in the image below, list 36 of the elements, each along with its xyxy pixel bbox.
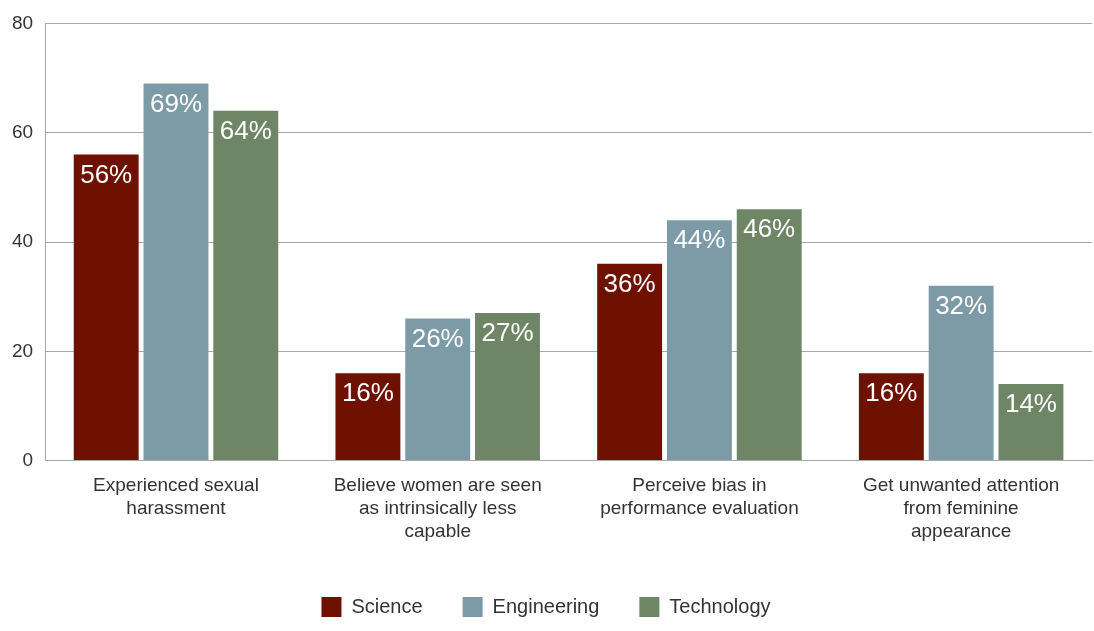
data-label: 26% [411,322,464,353]
legend-label: Science [351,594,423,617]
data-label: 32% [935,289,988,320]
x-tick-label: Perceive bias in performance evaluation [600,474,799,519]
bar [597,263,663,461]
x-tick-label: Experienced sexual harassment [93,474,259,519]
y-tick-label: 80 [11,11,34,33]
bar [73,154,139,461]
bar [335,373,401,461]
data-label: 46% [743,213,796,244]
data-label: 36% [603,268,656,299]
data-label: 27% [481,317,534,348]
bar [405,318,471,461]
legend-label: Technology [669,594,771,617]
data-label: 69% [149,87,203,118]
bar [475,313,540,461]
bar [213,110,279,461]
data-label: 16% [865,377,918,408]
y-tick-label: 40 [11,230,34,252]
y-tick-label: 60 [11,120,34,142]
bar [666,220,732,461]
bar [928,285,994,461]
y-tick-label: 20 [11,339,34,361]
data-label: 44% [673,224,726,255]
x-tick-label: Get unwanted attention from feminine appearance [862,474,1060,541]
data-label: 64% [219,115,272,146]
data-label: 14% [1004,388,1057,419]
data-label: 16% [341,377,394,408]
data-label: 56% [80,158,133,189]
bar [143,83,209,461]
x-tick-label: Believe women are seen as intrinsically less capable [333,474,542,541]
bar [736,209,802,461]
bar [998,384,1064,461]
y-tick-label: 0 [22,448,34,470]
bar [858,373,924,461]
legend-label: Engineering [492,594,600,617]
